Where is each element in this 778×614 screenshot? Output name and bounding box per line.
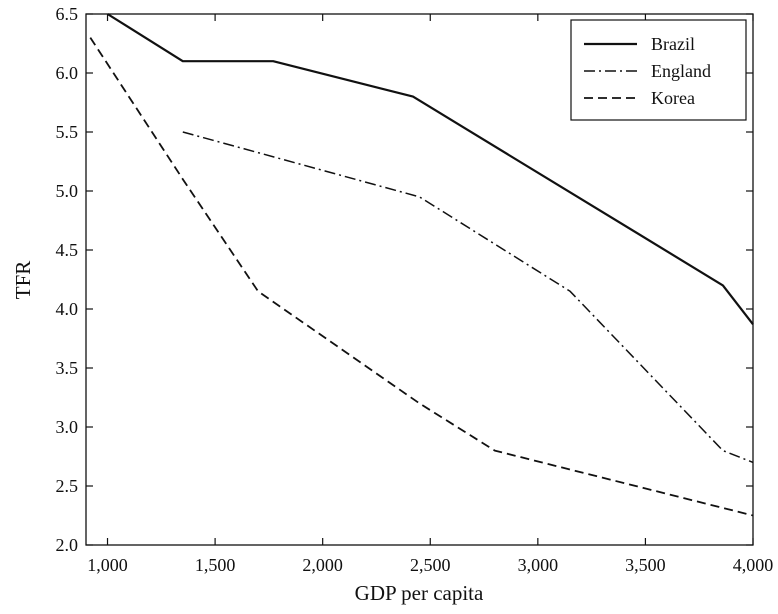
y-axis-title: TFR	[11, 261, 35, 300]
legend-box	[570, 19, 747, 121]
x-tick-label: 3,000	[518, 555, 559, 575]
y-tick-label: 4.5	[56, 240, 79, 260]
y-tick-label: 6.0	[56, 63, 79, 83]
plot-frame	[85, 13, 754, 546]
y-tick-label: 2.5	[56, 476, 79, 496]
y-tick-label: 3.0	[56, 417, 79, 437]
legend-label-brazil: Brazil	[651, 34, 695, 54]
x-tick-label: 2,500	[410, 555, 451, 575]
x-tick-label: 2,000	[302, 555, 343, 575]
x-axis-title: GDP per capita	[355, 581, 484, 605]
y-tick-label: 2.0	[56, 535, 79, 555]
y-tick-label: 6.5	[56, 4, 79, 24]
legend-label-england: England	[651, 61, 711, 81]
x-tick-label: 1,500	[195, 555, 236, 575]
legend-label-korea: Korea	[651, 88, 695, 108]
x-axis: 1,000 1,500 2,000 2,500 3,000 3,500 4,000	[87, 14, 773, 575]
x-tick-label: 1,000	[87, 555, 128, 575]
y-tick-label: 5.5	[56, 122, 79, 142]
y-tick-label: 4.0	[56, 299, 79, 319]
x-tick-label: 3,500	[625, 555, 666, 575]
y-tick-label: 3.5	[56, 358, 79, 378]
legend: Brazil England Korea	[570, 19, 747, 121]
series-line-england	[182, 131, 754, 464]
x-tick-label: 4,000	[733, 555, 774, 575]
series-line-brazil	[106, 13, 754, 325]
series-layer	[89, 13, 754, 517]
y-tick-label: 5.0	[56, 181, 79, 201]
series-line-korea	[89, 37, 754, 517]
y-axis: 2.0 2.5 3.0 3.5 4.0 4.5 5.0 5.5 6.0 6.5	[56, 4, 753, 555]
